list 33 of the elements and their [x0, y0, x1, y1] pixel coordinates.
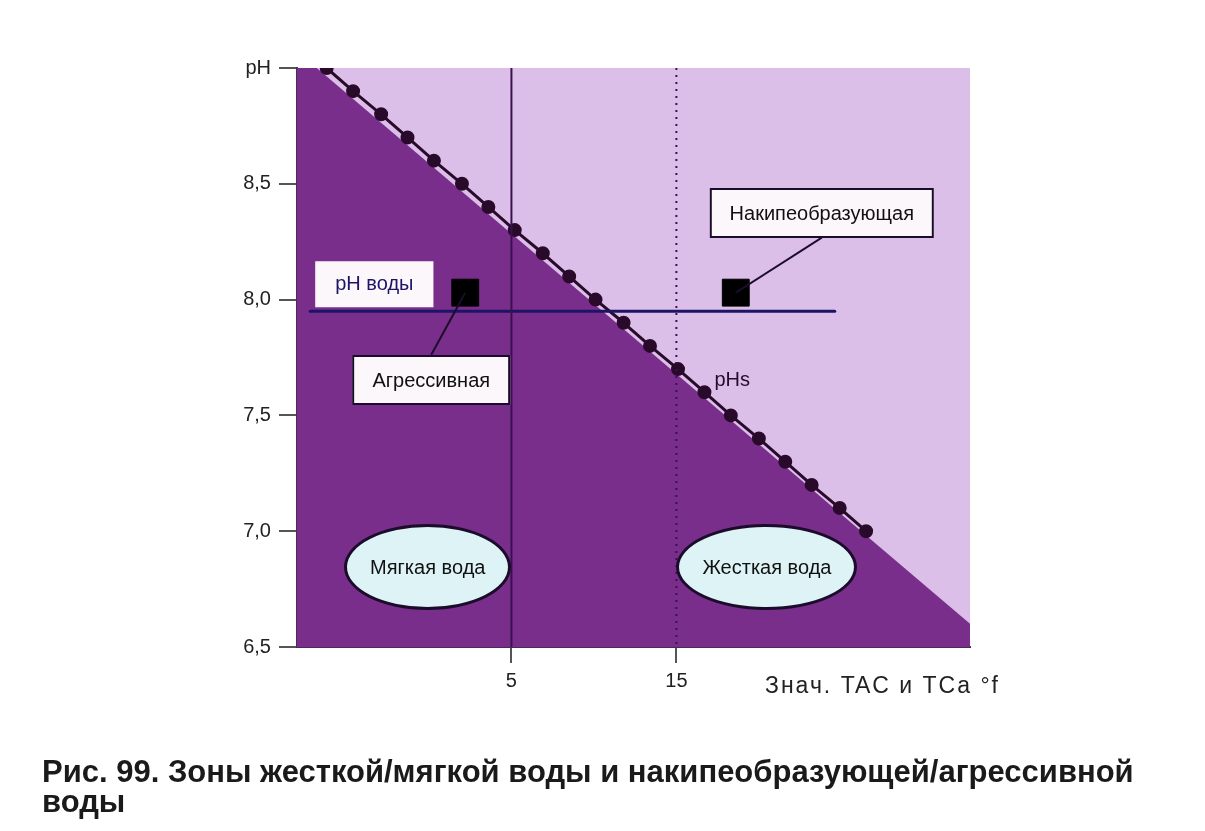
series-label: pHs — [714, 367, 751, 390]
point — [697, 385, 712, 400]
point — [454, 176, 469, 191]
point — [588, 292, 603, 307]
point — [535, 246, 550, 261]
y-tick-label: 7,5 — [243, 402, 271, 425]
point — [751, 431, 766, 446]
point — [562, 269, 577, 284]
y-tick-label: 8,5 — [243, 171, 271, 194]
point — [374, 107, 389, 122]
y-axis-title: pH — [245, 55, 271, 78]
x-tick-label: 15 — [665, 668, 688, 691]
y-tick-label: 6,5 — [243, 634, 271, 657]
x-axis-title: Знач. TAC и TCa °f — [765, 672, 1000, 699]
point — [400, 130, 415, 145]
point — [778, 454, 793, 469]
point — [481, 199, 496, 214]
series-label: pH воды — [335, 271, 414, 294]
point — [721, 278, 750, 307]
y-tick-label: 7,0 — [243, 518, 271, 541]
point — [859, 524, 874, 539]
point — [451, 278, 480, 307]
y-tick-label: 8,0 — [243, 287, 271, 310]
point — [426, 153, 441, 168]
text: Рис. 99. Зоны жесткой/мягкой воды и накипеобразующей/агрессивной воды — [42, 754, 1135, 819]
point — [804, 477, 819, 492]
point — [643, 338, 657, 353]
point — [616, 315, 631, 330]
point — [671, 362, 686, 377]
x-tick-label: 5 — [505, 668, 517, 691]
point — [832, 501, 847, 516]
point — [723, 408, 738, 423]
point — [346, 84, 361, 99]
